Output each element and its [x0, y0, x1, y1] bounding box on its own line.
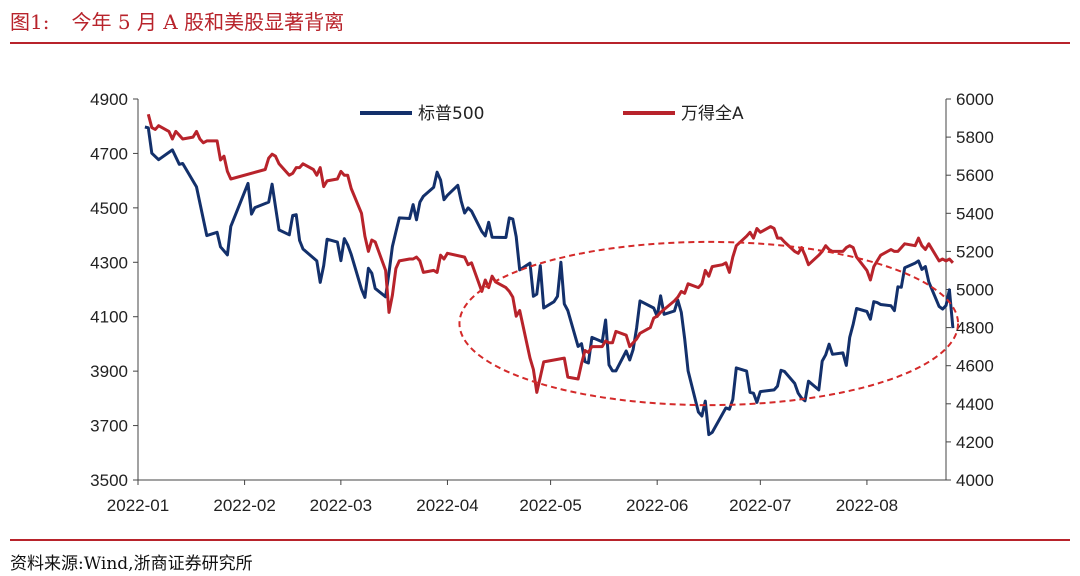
- x-tick-label: 2022-03: [310, 496, 372, 515]
- source-note: 资料来源:Wind,浙商证券研究所: [10, 554, 253, 574]
- y-right-tick-label: 5000: [956, 281, 994, 300]
- y-right-tick-label: 5800: [956, 128, 994, 147]
- x-tick-label: 2022-04: [416, 496, 478, 515]
- y-right-tick-label: 5400: [956, 204, 994, 223]
- x-tick-label: 2022-01: [107, 496, 169, 515]
- footer-rule: [10, 539, 1070, 541]
- legend-sp500-label: 标普500: [418, 104, 484, 124]
- y-right-tick-label: 4800: [956, 319, 994, 338]
- y-left-tick-label: 4100: [90, 308, 128, 327]
- figure-title: 图1: 今年 5 月 A 股和美股显著背离: [10, 6, 344, 35]
- x-tick-label: 2022-05: [519, 496, 581, 515]
- x-tick-label: 2022-07: [729, 496, 791, 515]
- series-line-wind-all-a: [146, 113, 955, 394]
- figure-title-text: 今年 5 月 A 股和美股显著背离: [71, 10, 345, 34]
- title-rule: [10, 42, 1070, 44]
- series-line-sp500: [144, 125, 955, 437]
- y-right-tick-label: 4000: [956, 471, 994, 490]
- x-tick-label: 2022-02: [213, 496, 275, 515]
- y-left-tick-label: 4700: [90, 144, 128, 163]
- x-tick-label: 2022-08: [836, 496, 898, 515]
- y-left-tick-label: 4500: [90, 199, 128, 218]
- y-left-tick-label: 3500: [90, 471, 128, 490]
- y-right-tick-label: 4200: [956, 433, 994, 452]
- figure-number: 图1:: [10, 10, 50, 34]
- y-left-tick-label: 4900: [90, 90, 128, 109]
- divergence-ellipse: [458, 240, 960, 407]
- x-tick-label: 2022-06: [626, 496, 688, 515]
- y-right-tick-label: 6000: [956, 90, 994, 109]
- y-left-tick-label: 3900: [90, 362, 128, 381]
- y-right-tick-label: 5600: [956, 166, 994, 185]
- y-right-tick-label: 4400: [956, 395, 994, 414]
- y-right-tick-label: 4600: [956, 357, 994, 376]
- y-left-tick-label: 4300: [90, 253, 128, 272]
- legend-wind-all-a-label: 万得全A: [681, 104, 744, 124]
- y-right-tick-label: 5200: [956, 242, 994, 261]
- y-left-tick-label: 3700: [90, 417, 128, 436]
